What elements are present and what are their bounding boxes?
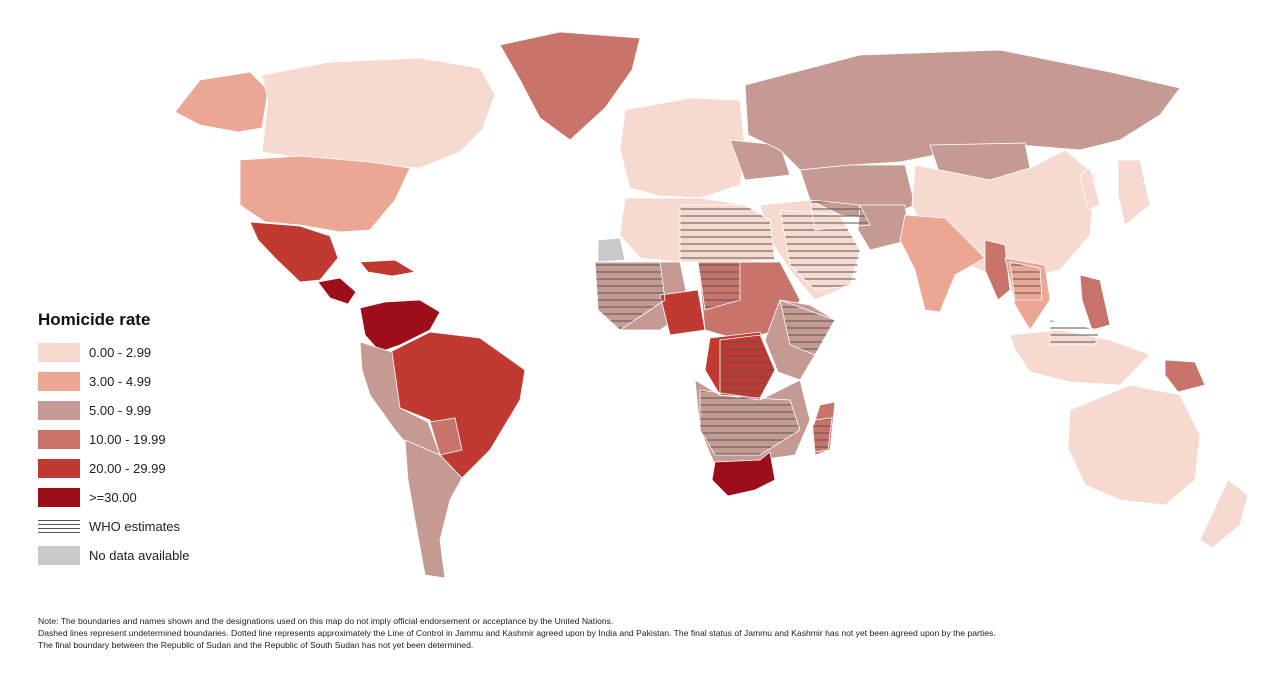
region-south-africa — [711, 451, 776, 497]
region-philippines — [1079, 274, 1111, 331]
legend-label: No data available — [89, 548, 190, 563]
legend-label: 5.00 - 9.99 — [89, 403, 152, 418]
region-russia — [744, 49, 1181, 171]
legend-swatch — [38, 488, 80, 507]
region-alaska — [174, 71, 269, 133]
region-paraguay — [429, 417, 463, 456]
legend-item-2: 5.00 - 9.99 — [38, 396, 258, 425]
legend-item-7: No data available — [38, 541, 258, 570]
region-new-zealand — [1199, 479, 1249, 549]
region-japan-korea — [1079, 159, 1151, 226]
region-india — [899, 214, 986, 313]
legend-label: 10.00 - 19.99 — [89, 432, 166, 447]
region-canada — [261, 57, 496, 169]
note-line-3: The final boundary between the Republic … — [38, 640, 474, 650]
region-papua-new-guinea — [1164, 359, 1206, 393]
region-southern-cone — [404, 439, 463, 579]
legend-item-5: >=30.00 — [38, 483, 258, 512]
region-caribbean — [359, 259, 417, 277]
legend-swatch — [38, 430, 80, 449]
legend-title: Homicide rate — [38, 310, 151, 329]
legend-swatch — [38, 546, 80, 565]
legend-swatch-hatch — [38, 517, 80, 536]
legend-item-3: 10.00 - 19.99 — [38, 425, 258, 454]
region-central-america — [317, 277, 357, 305]
legend-item-1: 3.00 - 4.99 — [38, 367, 258, 396]
legend-label: 3.00 - 4.99 — [89, 374, 152, 389]
legend-item-0: 0.00 - 2.99 — [38, 338, 258, 367]
legend-swatch — [38, 343, 80, 362]
note-line-2: Dashed lines represent undetermined boun… — [38, 628, 996, 638]
legend-label: 20.00 - 29.99 — [89, 461, 166, 476]
region-united-states — [239, 155, 411, 233]
legend-swatch — [38, 459, 80, 478]
world-map — [174, 31, 1249, 579]
region-venezuela-colombia — [359, 299, 441, 353]
note-line-1: Note: The boundaries and names shown and… — [38, 616, 614, 626]
region-greenland — [499, 31, 641, 141]
map-notes: Note: The boundaries and names shown and… — [38, 615, 1238, 651]
legend-label: 0.00 - 2.99 — [89, 345, 152, 360]
region-western-sahara — [597, 237, 626, 263]
legend-swatch — [38, 401, 80, 420]
legend: Homicide rate 0.00 - 2.99 3.00 - 4.99 5.… — [38, 310, 258, 570]
legend-item-6: WHO estimates — [38, 512, 258, 541]
region-myanmar — [984, 239, 1011, 301]
region-mexico — [249, 221, 339, 283]
legend-item-4: 20.00 - 29.99 — [38, 454, 258, 483]
region-eastern-europe — [729, 139, 791, 181]
region-nigeria — [659, 289, 706, 336]
legend-label: WHO estimates — [89, 519, 181, 534]
region-western-europe — [619, 97, 746, 199]
region-australia — [1067, 384, 1201, 506]
legend-swatch — [38, 372, 80, 391]
who-estimate-hatching — [594, 199, 1101, 456]
legend-label: >=30.00 — [89, 490, 137, 505]
